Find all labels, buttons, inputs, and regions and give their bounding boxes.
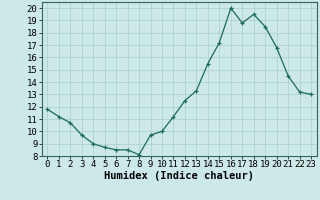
X-axis label: Humidex (Indice chaleur): Humidex (Indice chaleur) [104,171,254,181]
